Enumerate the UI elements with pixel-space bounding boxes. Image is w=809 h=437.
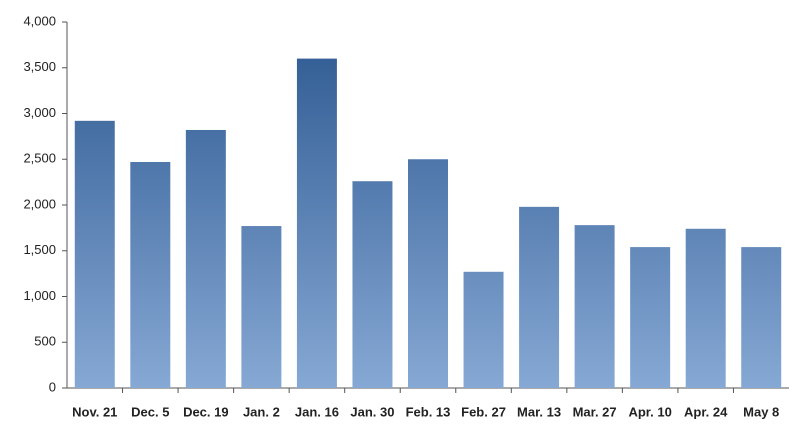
bar bbox=[241, 226, 282, 388]
bar bbox=[408, 159, 448, 388]
bar bbox=[296, 58, 337, 388]
x-tick-label: Mar. 13 bbox=[517, 404, 561, 419]
x-tick-label: Apr. 10 bbox=[628, 404, 671, 419]
x-tick-label: Jan. 30 bbox=[350, 404, 394, 419]
y-tick-label: 4,000 bbox=[23, 13, 56, 28]
y-tick-label: 2,000 bbox=[23, 196, 56, 211]
bar bbox=[519, 206, 560, 388]
x-tick-label: Feb. 13 bbox=[406, 404, 451, 419]
y-tick-label: 0 bbox=[49, 379, 56, 394]
y-tick-label: 3,500 bbox=[23, 59, 56, 74]
bar bbox=[352, 181, 393, 388]
y-tick-label: 500 bbox=[34, 334, 56, 349]
x-tick-label: Jan. 2 bbox=[243, 404, 280, 419]
bar bbox=[463, 271, 504, 388]
x-tick-label: Jan. 16 bbox=[295, 404, 339, 419]
y-tick-label: 3,000 bbox=[23, 105, 56, 120]
x-tick-label: Dec. 5 bbox=[131, 404, 169, 419]
bar bbox=[685, 228, 726, 388]
x-tick-label: Mar. 27 bbox=[573, 404, 617, 419]
bar bbox=[741, 247, 782, 388]
bar bbox=[130, 161, 171, 388]
bar bbox=[185, 129, 226, 388]
x-tick-label: Nov. 21 bbox=[72, 404, 117, 419]
bar bbox=[630, 247, 671, 388]
x-tick-label: Feb. 27 bbox=[461, 404, 506, 419]
bar bbox=[574, 225, 615, 388]
x-tick-label: Dec. 19 bbox=[183, 404, 229, 419]
x-tick-label: May 8 bbox=[743, 404, 779, 419]
y-tick-label: 1,000 bbox=[23, 288, 56, 303]
bar bbox=[74, 120, 115, 388]
y-tick-label: 1,500 bbox=[23, 242, 56, 257]
y-tick-label: 2,500 bbox=[23, 151, 56, 166]
x-tick-label: Apr. 24 bbox=[684, 404, 728, 419]
